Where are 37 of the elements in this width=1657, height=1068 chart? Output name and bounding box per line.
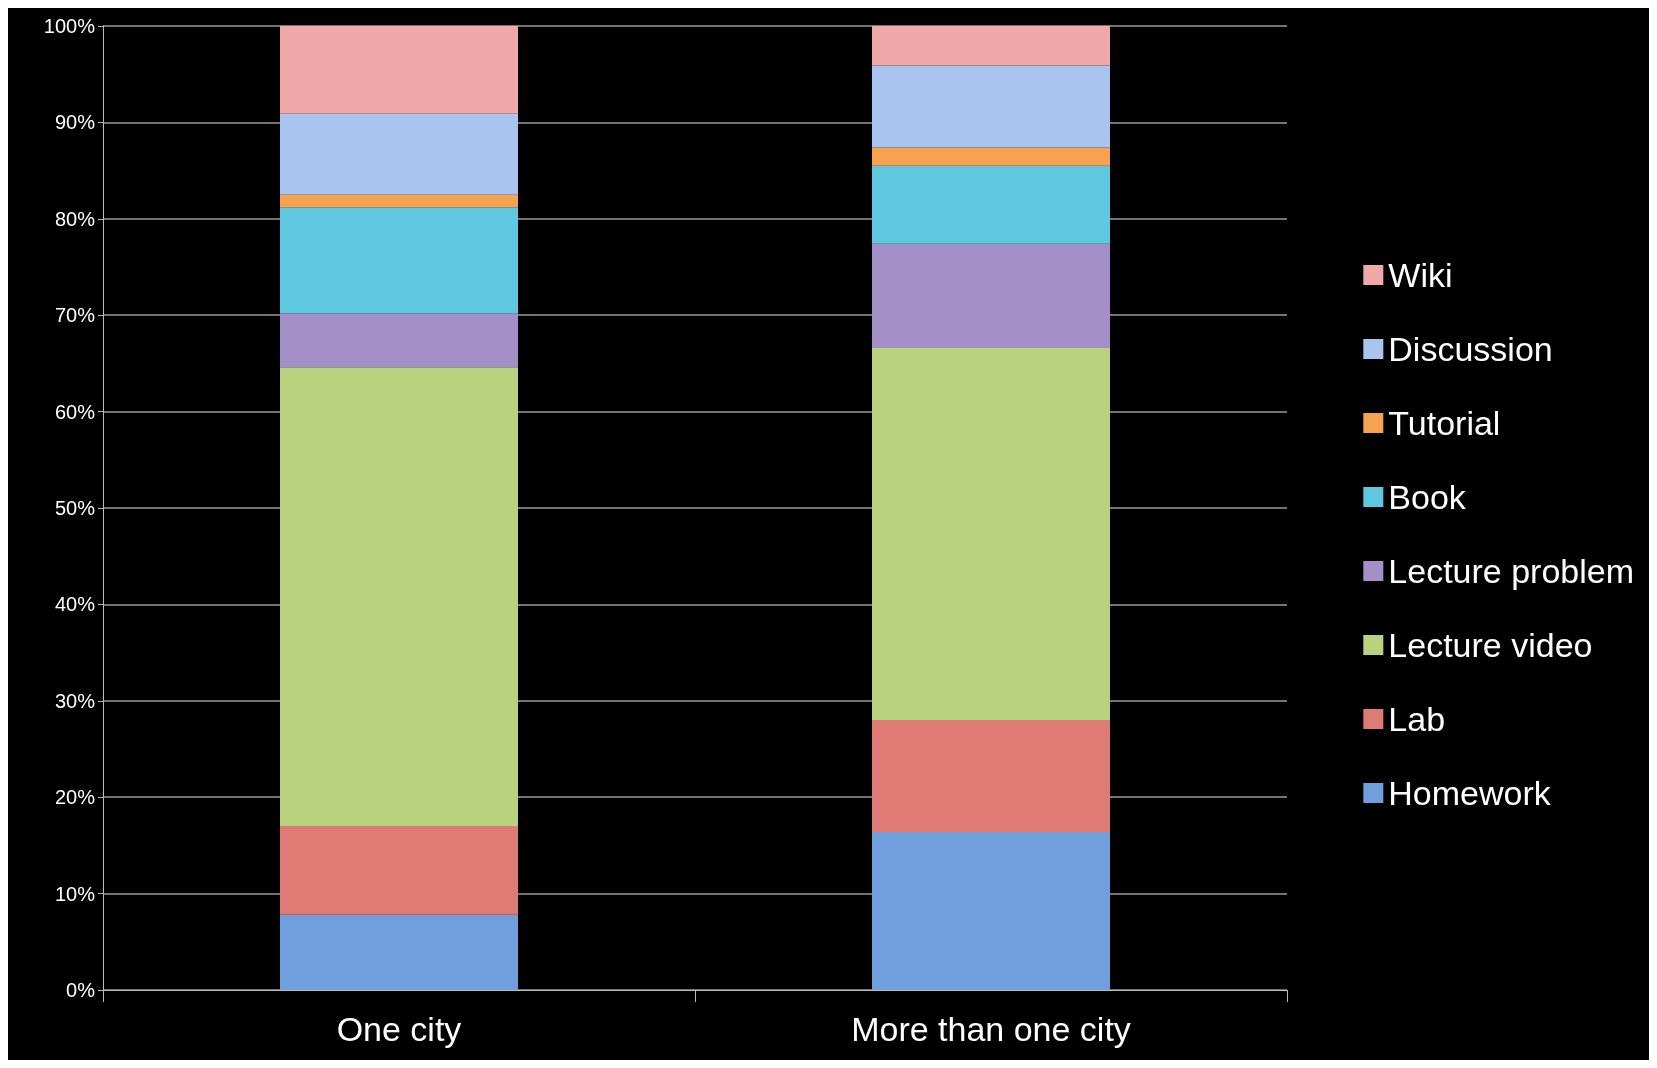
bar [872, 243, 1110, 348]
bar [872, 65, 1110, 148]
y-tick-label: 80% [54, 207, 96, 230]
y-tick-label: 50% [54, 497, 96, 519]
y-tick-label: 100% [43, 15, 96, 37]
bar [280, 113, 518, 195]
bar [872, 147, 1110, 166]
y-tick-label: 20% [54, 786, 96, 809]
legend-label: Lecture problem [1388, 552, 1634, 590]
legend-label: Lecture video [1388, 626, 1593, 664]
bar [280, 194, 518, 208]
bar [872, 720, 1110, 832]
bar [280, 207, 518, 314]
bar [872, 26, 1110, 66]
y-tick-label: 60% [54, 400, 96, 423]
bar [872, 831, 1110, 990]
bar [872, 347, 1110, 721]
y-tick-label: 30% [54, 689, 96, 712]
bar [280, 26, 518, 114]
x-tick-label: More than one city [851, 1010, 1131, 1048]
legend-label: Wiki [1388, 256, 1453, 294]
legend-label: Tutorial [1388, 404, 1501, 442]
bar [280, 826, 518, 915]
bar [872, 165, 1110, 244]
x-tick-label: One city [336, 1010, 462, 1048]
bar [280, 313, 518, 368]
legend-label: Book [1388, 478, 1467, 516]
y-tick-label: 10% [54, 882, 96, 905]
y-tick-label: 90% [54, 111, 96, 134]
y-tick-label: 0% [66, 979, 96, 1001]
bar [280, 914, 518, 990]
legend-label: Lab [1388, 700, 1446, 738]
legend-label: Homework [1388, 774, 1552, 812]
bar [280, 367, 518, 827]
y-tick-label: 70% [54, 304, 96, 327]
legend-label: Discussion [1388, 330, 1553, 368]
y-tick-label: 40% [54, 593, 96, 616]
